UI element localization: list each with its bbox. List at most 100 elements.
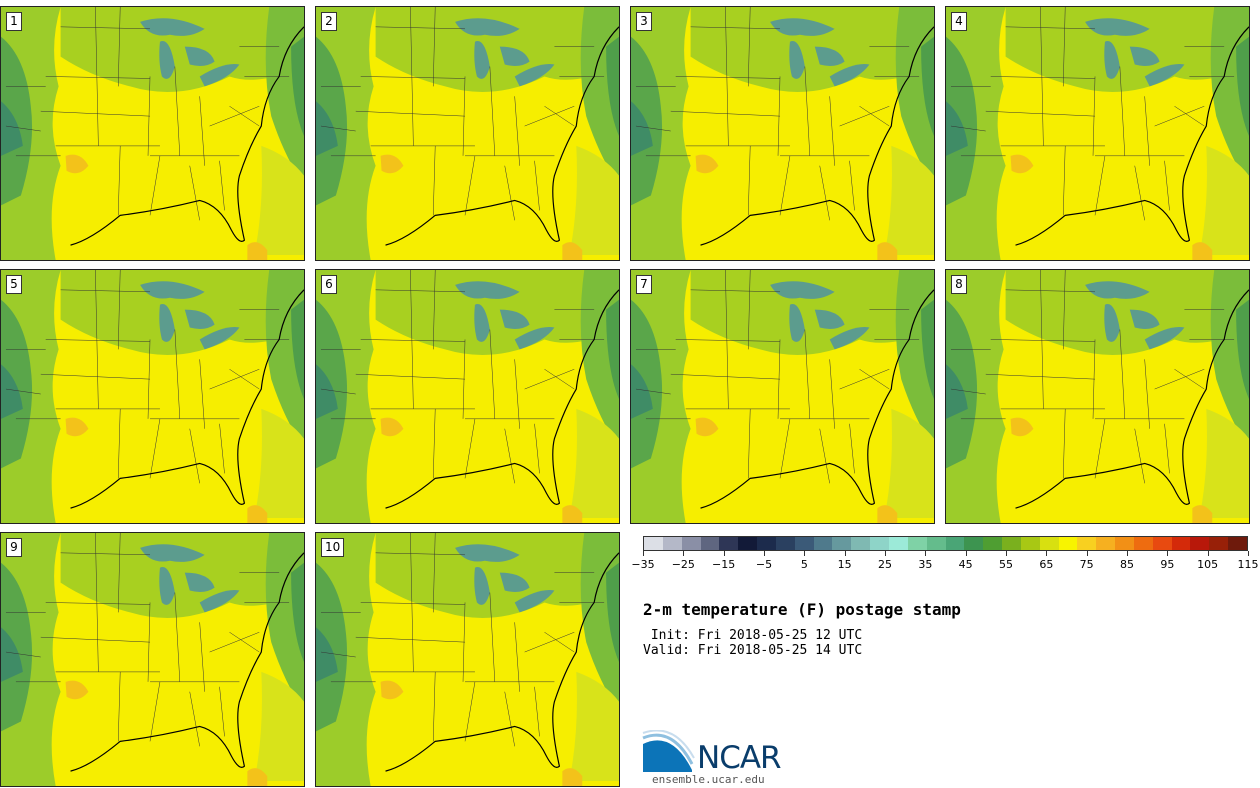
colorbar-swatch [1209,537,1229,550]
state-boundary [670,373,781,380]
state-boundary [189,428,200,484]
state-boundary [635,388,671,395]
state-boundary [779,155,791,216]
temperature-region [877,505,898,523]
temperature-map [946,270,1249,523]
state-boundary [5,388,41,395]
temperature-region [65,680,89,700]
ncar-logo-icon [642,730,695,772]
temperature-region [814,309,845,329]
state-boundary [199,359,205,429]
state-boundary [819,428,830,484]
member-panel-5: 5 [0,269,305,524]
temperature-region [631,36,663,206]
state-boundary [432,533,436,613]
state-boundary [117,408,121,479]
state-boundary [804,66,811,156]
temperature-region [159,41,175,79]
state-boundary [117,145,121,216]
temperature-region [1010,417,1034,437]
temperature-region [695,154,719,174]
state-boundary [1119,66,1126,156]
colorbar-swatch [700,537,720,550]
state-boundary [524,368,575,390]
colorbar-swatch [851,537,871,550]
state-boundary [990,76,1096,79]
colorbar-tick [1046,551,1048,556]
state-boundary [355,110,466,117]
colorbar-swatch [888,537,908,550]
colorbar-swatch [1152,537,1172,550]
colorbar-swatch [662,537,682,550]
temperature-region [140,18,205,36]
state-boundary [149,681,161,742]
state-boundary [95,270,99,409]
state-boundary [462,76,466,156]
colorbar-tick [925,551,927,556]
coastline [70,552,304,772]
state-boundary [45,602,151,605]
coastline [1015,26,1249,246]
colorbar-tick [1207,551,1209,556]
panel-number: 1 [6,12,22,31]
state-boundary [464,418,476,479]
init-time: Init: Fri 2018-05-25 12 UTC [643,628,863,643]
colorbar-swatch [813,537,833,550]
colorbar-tick [885,551,886,556]
colorbar-swatch [1020,537,1040,550]
temperature-map [1,270,304,523]
colorbar-swatch [1077,537,1097,550]
temperature-region [1,364,23,419]
state-boundary [189,691,200,747]
state-boundary [777,76,781,156]
temperature-region [316,562,348,732]
state-boundary [375,289,466,293]
temperature-region [695,417,719,437]
colorbar-swatch [926,537,946,550]
state-boundary [209,631,260,653]
temperature-region [1192,505,1213,523]
temperature-region [380,680,404,700]
temperature-region [606,299,619,399]
colorbar-swatch [681,537,701,550]
state-boundary [1094,155,1106,216]
state-boundary [504,691,515,747]
colorbar-tick-label: 55 [999,558,1013,571]
state-boundary [839,368,890,390]
state-boundary [1092,76,1096,156]
temperature-region [455,544,520,562]
temperature-region [770,18,835,36]
colorbar-swatch [1228,537,1247,550]
coastline [70,26,304,246]
state-boundary [174,592,181,682]
coastline [385,26,619,246]
temperature-region [474,567,490,605]
state-boundary [1040,270,1044,409]
temperature-region [514,64,555,87]
temperature-region [316,364,338,419]
temperature-region [877,242,898,260]
temperature-region [247,242,268,260]
temperature-region [380,154,404,174]
state-boundary [544,632,575,653]
temperature-region [184,572,215,592]
member-panel-3: 3 [630,6,935,261]
state-boundary [804,329,811,419]
member-panel-10: 10 [315,532,620,787]
colorbar-tick [643,551,644,556]
state-boundary [355,636,466,643]
temperature-region [1192,242,1213,260]
state-boundary [149,155,161,216]
state-boundary [410,270,414,409]
panel-number: 4 [951,12,967,31]
state-boundary [777,339,781,419]
state-boundary [117,533,121,613]
temperature-region [291,36,304,136]
temperature-map [946,7,1249,260]
coastline [385,552,619,772]
temperature-region [1,627,23,682]
state-boundary [432,145,436,216]
temperature-region [316,101,338,156]
temperature-region [140,281,205,299]
panel-number: 2 [321,12,337,31]
